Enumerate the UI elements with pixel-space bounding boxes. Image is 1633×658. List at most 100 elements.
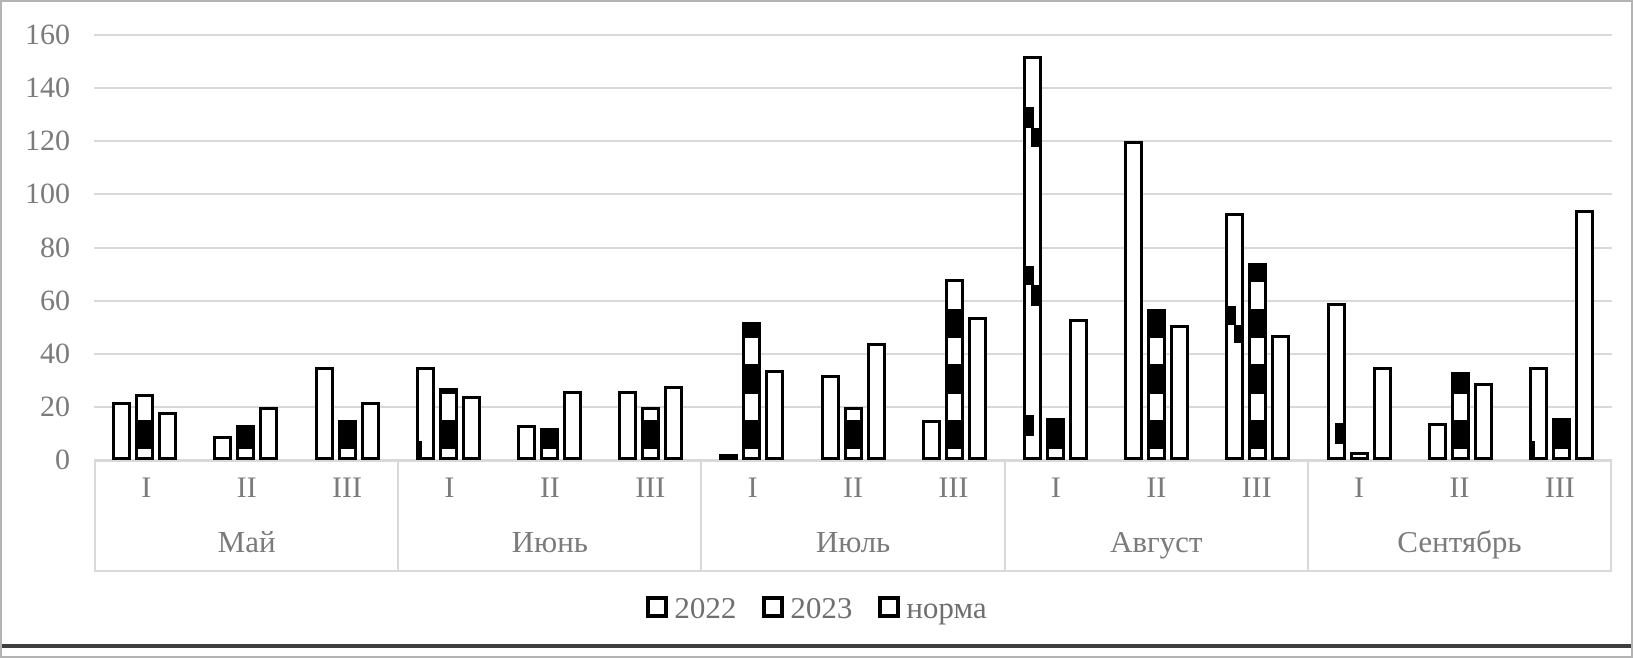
decade-row: I II III <box>1309 462 1610 514</box>
pattern-band <box>1453 375 1467 394</box>
bar-норма-may-III <box>360 401 380 460</box>
month-cell-aug: I II III Август <box>1006 462 1309 570</box>
bar-2023-sep-II <box>1450 372 1470 460</box>
pattern-band <box>644 420 658 450</box>
bar-норма-jun-III <box>664 385 684 460</box>
decade-label: III <box>1544 471 1575 504</box>
pattern-band <box>947 308 961 338</box>
bar-2023-sep-I <box>1349 452 1369 460</box>
legend-marker-icon <box>878 596 901 618</box>
decade-label: III <box>1241 471 1272 504</box>
pattern-band <box>1048 420 1062 450</box>
bar-норма-jun-II <box>562 390 582 460</box>
y-axis: 0 20 40 60 80 100 120 140 160 <box>2 2 78 522</box>
legend-marker-icon <box>762 596 785 618</box>
decade-label: I <box>141 471 152 504</box>
decade-label: I <box>1050 471 1061 504</box>
pattern-band <box>947 364 961 394</box>
pattern-band <box>846 420 860 450</box>
bar-2022-sep-II <box>1427 422 1447 460</box>
bar-норма-jul-I <box>765 369 785 460</box>
decade-label: II <box>1449 471 1470 504</box>
chart-bottom-border <box>2 644 1631 648</box>
month-label: Июнь <box>511 524 588 559</box>
bar-норма-aug-II <box>1170 324 1190 460</box>
bar-норма-aug-I <box>1068 319 1088 460</box>
bar-2022-jul-III <box>921 420 941 460</box>
pattern-band <box>1251 308 1265 338</box>
pattern-square <box>418 441 422 457</box>
pattern-square <box>1531 441 1536 457</box>
y-axis-tick-label: 60 <box>40 283 70 317</box>
gridline-120 <box>94 140 1612 143</box>
month-label: Июль <box>815 524 891 559</box>
legend-label: норма <box>906 589 987 625</box>
bar-норма-jul-III <box>967 316 987 460</box>
plot-area <box>94 34 1612 461</box>
bar-2023-jun-III <box>641 406 661 460</box>
decade-label: I <box>1354 471 1365 504</box>
gridline-40 <box>94 352 1612 355</box>
decade-label: I <box>444 471 455 504</box>
decade-label: III <box>938 471 969 504</box>
decade-label: II <box>1146 471 1167 504</box>
pattern-band <box>441 420 455 450</box>
pattern-band <box>1453 420 1467 450</box>
pattern-square <box>1025 106 1034 128</box>
decade-label: III <box>332 471 362 504</box>
pattern-band <box>745 420 759 450</box>
bar-норма-aug-III <box>1271 335 1291 460</box>
legend-item-2022: 2022 <box>646 592 736 623</box>
pattern-band <box>745 364 759 394</box>
pattern-band <box>947 420 961 450</box>
bar-2022-sep-I <box>1326 303 1346 460</box>
pattern-square <box>1233 324 1242 344</box>
bar-норма-may-II <box>259 406 279 460</box>
y-axis-tick-label: 160 <box>25 18 70 51</box>
legend-item-2023: 2023 <box>762 592 852 623</box>
bar-2022-may-I <box>112 401 132 460</box>
gridline-60 <box>94 299 1612 302</box>
month-label: Август <box>1109 524 1203 559</box>
bar-2023-jul-II <box>843 406 863 460</box>
gridline-160 <box>94 34 1612 36</box>
pattern-band <box>1251 266 1265 283</box>
pattern-square <box>1334 422 1343 445</box>
bar-норма-jun-I <box>461 396 481 460</box>
month-cell-jul: I II III Июль <box>702 462 1006 570</box>
bar-2023-jun-II <box>539 428 559 460</box>
bar-2022-jul-I <box>719 454 739 460</box>
bar-2022-aug-III <box>1225 212 1245 460</box>
month-cell-sep: I II III Сентябрь <box>1309 462 1610 570</box>
y-axis-tick-label: 120 <box>25 124 70 158</box>
bar-2023-jul-III <box>944 279 964 460</box>
bar-норма-sep-II <box>1473 382 1493 460</box>
pattern-band <box>745 324 759 338</box>
bar-2023-aug-I <box>1045 417 1065 460</box>
pattern-band <box>1150 420 1164 450</box>
pattern-square <box>1025 414 1034 437</box>
bar-2023-may-I <box>135 393 155 460</box>
legend-label: 2023 <box>790 589 853 625</box>
pattern-square <box>1228 305 1237 325</box>
legend: 2022 2023 норма <box>2 579 1631 635</box>
y-axis-tick-label: 20 <box>40 389 70 423</box>
legend-label: 2022 <box>674 589 737 625</box>
bar-2023-may-III <box>337 420 357 460</box>
y-axis-tick-label: 100 <box>25 177 70 211</box>
bar-норма-sep-III <box>1574 210 1594 460</box>
gridline-140 <box>94 87 1612 90</box>
month-cell-jun: I II III Июнь <box>399 462 703 570</box>
bar-2022-may-II <box>213 436 233 460</box>
y-axis-tick-label: 40 <box>40 336 70 370</box>
gridline-100 <box>94 193 1612 196</box>
bar-2022-aug-I <box>1022 56 1042 460</box>
decade-label: II <box>539 471 560 504</box>
bar-норма-sep-I <box>1372 367 1392 460</box>
pattern-band <box>441 391 455 394</box>
y-axis-tick-label: 140 <box>25 71 70 105</box>
legend-marker-icon <box>646 596 669 618</box>
pattern-square <box>1031 127 1039 147</box>
month-label: Май <box>217 524 276 559</box>
